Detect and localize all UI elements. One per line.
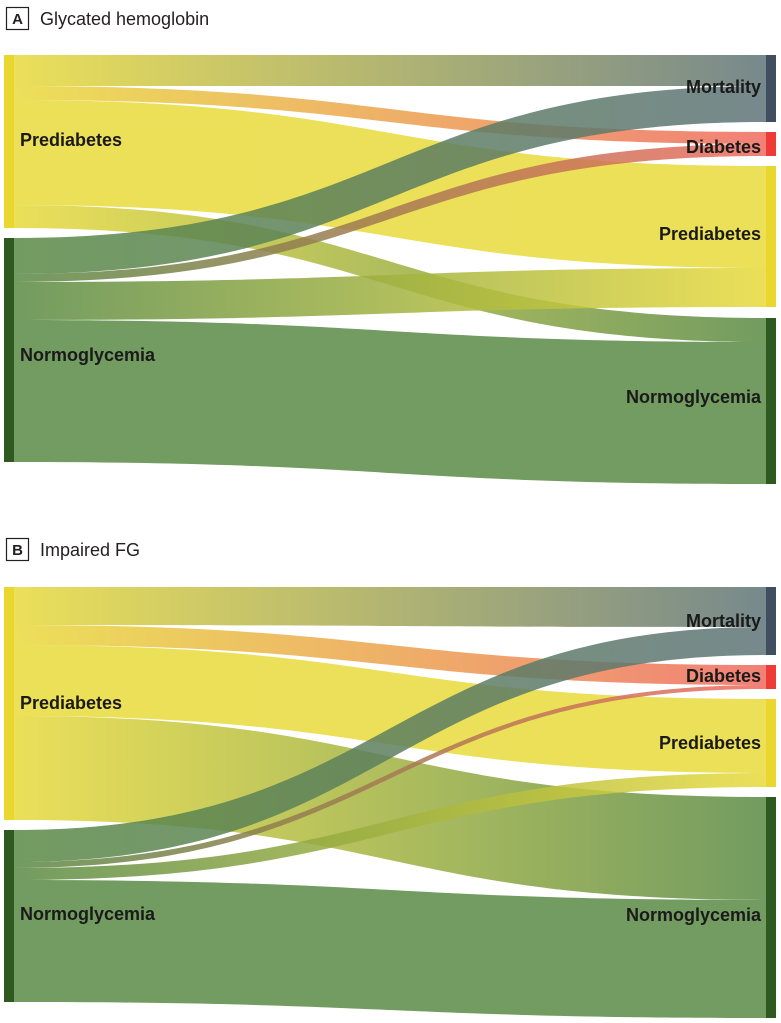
panel-a-letter-box xyxy=(5,6,30,31)
panel-a-source-label-normoglycemia: Normoglycemia xyxy=(20,345,156,365)
panel-a-links xyxy=(14,55,766,484)
panel-b-target-node-mortality xyxy=(766,587,776,655)
panel-a-target-label-normoglycemia: Normoglycemia xyxy=(626,387,762,407)
panel-a-source-node-prediabetes xyxy=(4,55,14,228)
panel-a-title: Glycated hemoglobin xyxy=(40,9,209,29)
panel-b-letter: B xyxy=(12,542,23,559)
panel-a-target-label-prediabetes: Prediabetes xyxy=(659,224,761,244)
panel-b-link-normoglycemia-to-diabetes xyxy=(14,685,766,868)
panel-b-link-prediabetes-to-normoglycemia xyxy=(14,716,766,900)
panel-b-target-label-normoglycemia: Normoglycemia xyxy=(626,905,762,925)
panel-b-title: Impaired FG xyxy=(40,540,140,560)
panel-b-nodes xyxy=(4,587,776,1018)
panel-a-target-label-mortality: Mortality xyxy=(686,77,761,97)
panel-b-target-node-diabetes xyxy=(766,665,776,689)
panel-b-source-node-prediabetes xyxy=(4,587,14,820)
panel-b-source-node-normoglycemia xyxy=(4,830,14,1002)
panel-b-links xyxy=(14,587,766,1018)
panel-a-link-normoglycemia-to-normoglycemia xyxy=(14,320,766,484)
panel-b-target-node-normoglycemia xyxy=(766,797,776,1018)
panel-b-source-label-normoglycemia: Normoglycemia xyxy=(20,904,156,924)
panel-a-nodes xyxy=(4,55,776,484)
panel-a-target-node-mortality xyxy=(766,55,776,122)
panel-a-target-label-diabetes: Diabetes xyxy=(686,137,761,157)
panel-b-target-label-diabetes: Diabetes xyxy=(686,666,761,686)
panel-b-link-normoglycemia-to-mortality xyxy=(14,627,766,862)
panel-b-link-prediabetes-to-prediabetes xyxy=(14,645,766,773)
panel-b-link-normoglycemia-to-normoglycemia xyxy=(14,880,766,1018)
panel-a-source-label-prediabetes: Prediabetes xyxy=(20,130,122,150)
panel-a-target-node-normoglycemia xyxy=(766,318,776,484)
panel-a-link-normoglycemia-to-prediabetes xyxy=(14,268,766,320)
panel-a-link-normoglycemia-to-diabetes xyxy=(14,144,766,282)
panel-b-header: B Impaired FG xyxy=(5,537,140,562)
panel-a-labels: Prediabetes Normoglycemia Mortality Diabete… xyxy=(20,77,762,407)
panel-b-letter-box xyxy=(5,537,30,562)
panel-b-link-prediabetes-to-mortality xyxy=(14,587,766,627)
panel-a-letter: A xyxy=(12,11,23,28)
panel-b-source-label-prediabetes: Prediabetes xyxy=(20,693,122,713)
panel-a-header: A Glycated hemoglobin xyxy=(5,6,209,31)
panel-b-target-node-prediabetes xyxy=(766,699,776,787)
panel-b-sankey: Prediabetes Normoglycemia Mortality Diabete… xyxy=(4,587,776,1018)
panel-a-sankey: Prediabetes Normoglycemia Mortality Diabete… xyxy=(4,55,776,484)
panel-a-target-node-prediabetes xyxy=(766,166,776,307)
panel-b-link-normoglycemia-to-prediabetes xyxy=(14,773,766,880)
panel-a-source-node-normoglycemia xyxy=(4,238,14,462)
panel-b-labels: Prediabetes Normoglycemia Mortality Diabete… xyxy=(20,611,762,925)
panel-b-target-label-prediabetes: Prediabetes xyxy=(659,733,761,753)
panel-a-target-node-diabetes xyxy=(766,132,776,156)
panel-a-link-prediabetes-to-mortality xyxy=(14,55,766,86)
panel-a-link-normoglycemia-to-mortality xyxy=(14,86,766,274)
panel-b-target-label-mortality: Mortality xyxy=(686,611,761,631)
